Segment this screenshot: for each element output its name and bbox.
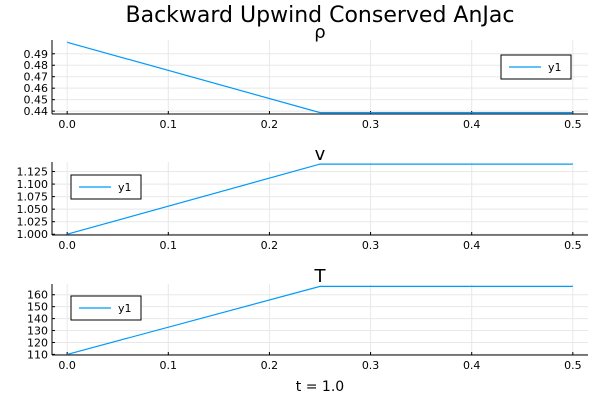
subplot-title: T: [314, 266, 327, 287]
series-line: [67, 163, 573, 235]
y-tick-label: 0.48: [24, 59, 49, 72]
legend-label: y1: [118, 302, 132, 315]
y-tick-label: 0.47: [24, 71, 49, 84]
y-tick-label: 1.125: [17, 166, 49, 179]
y-tick-label: 1.100: [17, 178, 49, 191]
y-tick-label: 130: [27, 325, 48, 338]
legend-label: y1: [548, 61, 562, 74]
legend: y1: [70, 295, 142, 321]
x-tick-label: 0.4: [463, 118, 481, 131]
x-tick-label: 0.3: [362, 359, 380, 372]
x-tick-label: 0.0: [58, 118, 76, 131]
series-line: [67, 285, 573, 355]
x-tick-label: 0.2: [261, 239, 279, 252]
legend-label: y1: [118, 181, 132, 194]
x-tick-label: 0.5: [564, 359, 582, 372]
x-tick-label: 0.1: [160, 118, 178, 131]
x-tick-label: 0.1: [160, 239, 178, 252]
y-tick-label: 0.49: [24, 48, 49, 61]
legend: y1: [500, 54, 572, 80]
y-tick-label: 150: [27, 301, 48, 314]
subplot-title: ρ: [314, 22, 325, 43]
x-tick-label: 0.4: [463, 359, 481, 372]
series-line: [67, 41, 573, 114]
subplot-2: v0.0 0.1 0.2 0.3 0.4 0.51.0001.0251.0501.0751…: [17, 144, 588, 252]
y-tick-label: 1.025: [17, 216, 49, 229]
y-tick-label: 1.075: [17, 191, 49, 204]
y-tick-label: 0.44: [24, 105, 49, 118]
subplot-title: v: [315, 144, 326, 165]
y-tick-label: 0.46: [24, 82, 49, 95]
x-tick-label: 0.5: [564, 239, 582, 252]
y-tick-label: 1.000: [17, 228, 49, 241]
subplot-1: ρ 0.0 0.1 0.2 0.3 0.4 0.5 0.440.450.460.470.480…: [24, 22, 588, 131]
x-tick-label: 0.0: [58, 359, 76, 372]
x-tick-label: 0.4: [463, 239, 481, 252]
y-tick-label: 110: [27, 348, 48, 361]
y-tick-label: 140: [27, 313, 48, 326]
legend: y1: [70, 174, 142, 200]
subplot-panels: ρ0.0 0.1 0.2 0.3 0.4 0.50.440.450.460.470.480…: [17, 22, 588, 372]
x-tick-label: 0.0: [58, 239, 76, 252]
x-axis-label: t = 1.0: [296, 379, 344, 395]
x-tick-label: 0.3: [362, 239, 380, 252]
x-tick-label: 0.2: [261, 118, 279, 131]
x-tick-label: 0.1: [160, 359, 178, 372]
x-tick-label: 0.2: [261, 359, 279, 372]
chart-title: Backward Upwind Conserved AnJac: [126, 3, 515, 28]
x-tick-label: 0.5: [564, 118, 582, 131]
y-tick-label: 0.45: [24, 94, 49, 107]
y-tick-label: 160: [27, 289, 48, 302]
y-tick-label: 1.050: [17, 203, 49, 216]
y-tick-label: 120: [27, 336, 48, 349]
x-tick-label: 0.3: [362, 118, 380, 131]
